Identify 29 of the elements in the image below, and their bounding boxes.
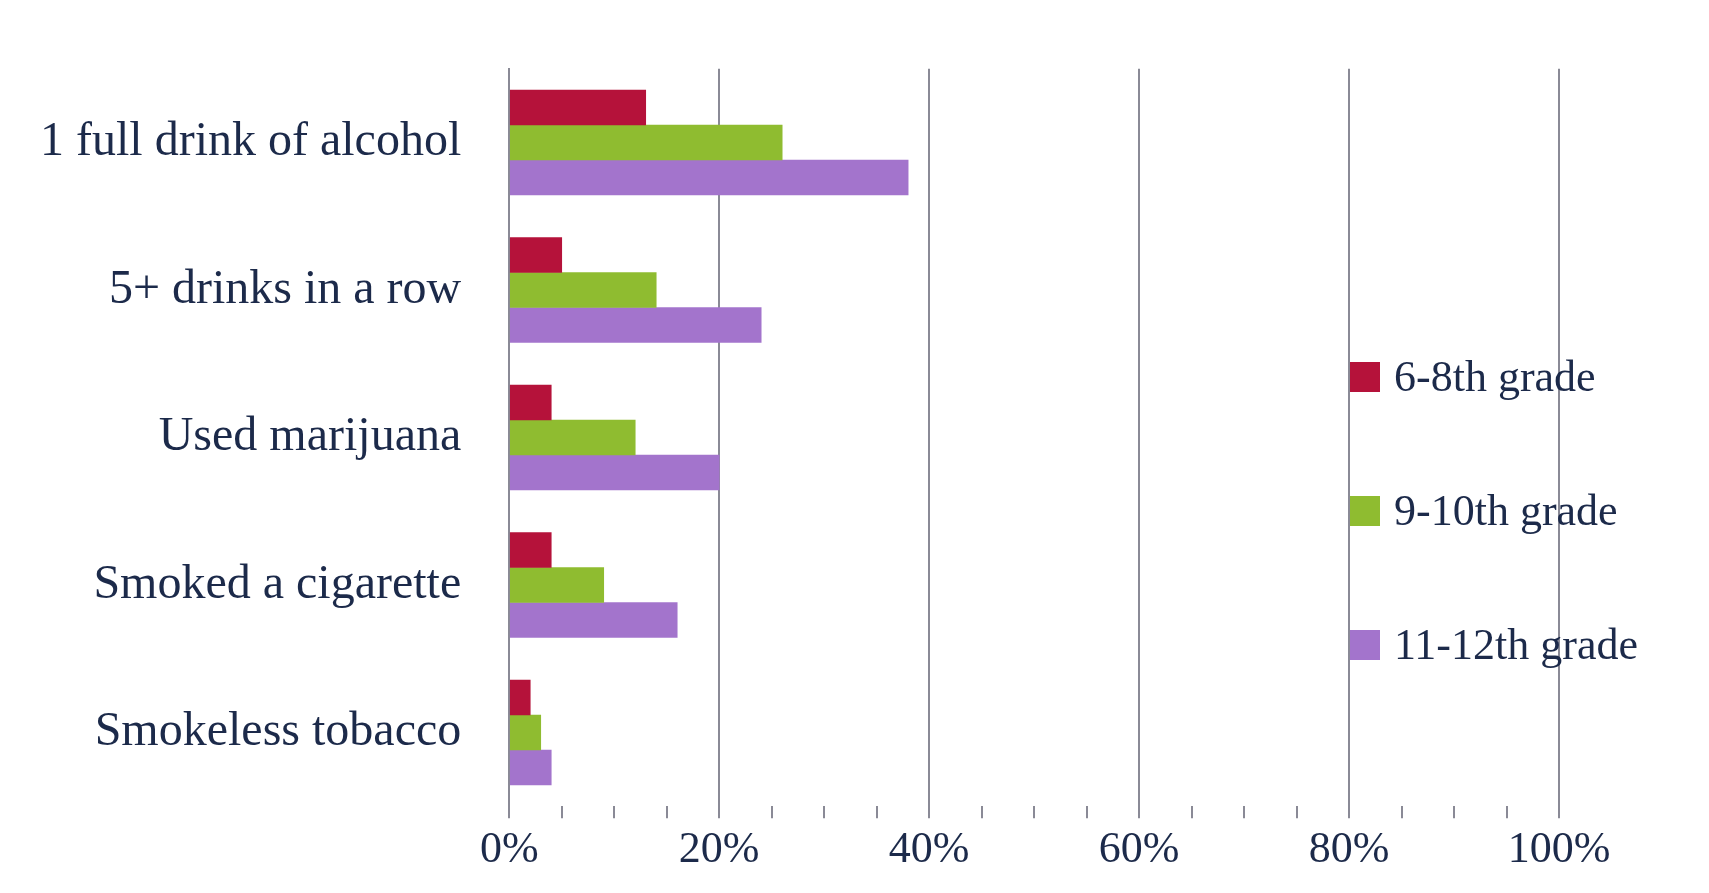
bar <box>509 602 678 638</box>
bar <box>509 454 720 491</box>
bar <box>509 124 783 161</box>
bar <box>509 567 605 603</box>
bar <box>509 237 563 273</box>
bar <box>509 679 531 716</box>
x-tick-label: 40% <box>888 823 970 873</box>
bar <box>509 384 552 421</box>
y-tick-label: 1 full drink of alcohol <box>39 112 462 166</box>
y-tick-label: 5+ drinks in a row <box>108 259 462 313</box>
bar <box>509 307 762 343</box>
bar <box>509 532 552 568</box>
x-tick-label: 80% <box>1308 823 1390 873</box>
x-tick-label: 20% <box>678 823 760 873</box>
y-tick-label: Smoked a cigarette <box>93 554 462 608</box>
bar <box>509 89 647 126</box>
legend-label: 11-12th grade <box>1394 620 1638 669</box>
bar <box>509 749 552 786</box>
bar <box>509 714 542 751</box>
x-tick-label: 60% <box>1098 823 1180 873</box>
bar <box>509 159 909 196</box>
y-tick-label: Used marijuana <box>158 407 462 461</box>
y-tick-label: Smokeless tobacco <box>94 702 462 756</box>
x-tick-label: 100% <box>1507 823 1611 873</box>
legend-label: 6-8th grade <box>1394 352 1596 401</box>
bar <box>509 272 657 308</box>
bar <box>509 419 636 456</box>
x-tick-label: 0% <box>479 823 539 873</box>
legend-label: 9-10th grade <box>1394 486 1618 535</box>
